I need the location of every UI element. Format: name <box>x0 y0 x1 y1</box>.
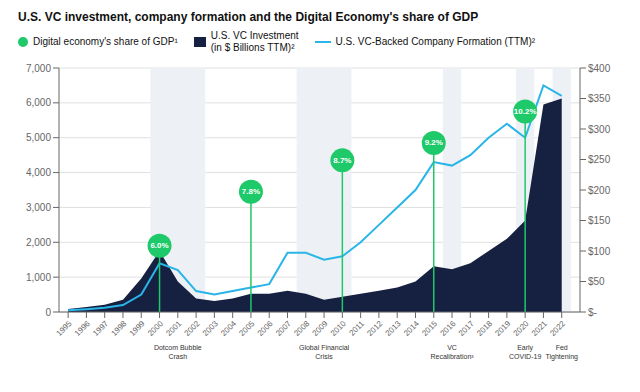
svg-text:7,000: 7,000 <box>26 63 51 74</box>
html-text:U.S. VC investment, company fo: U.S. VC investment, company formation an… <box>18 10 479 24</box>
svg-text:2019: 2019 <box>493 319 512 338</box>
svg-text:2021: 2021 <box>530 319 549 338</box>
svg-text:2017: 2017 <box>457 319 476 338</box>
svg-text:1996: 1996 <box>73 319 92 338</box>
svg-text:2014: 2014 <box>402 319 421 338</box>
html-text:U.S. VC Investment: U.S. VC Investment <box>210 30 299 41</box>
svg-text:2020: 2020 <box>512 319 531 338</box>
svg-text:2010: 2010 <box>329 319 348 338</box>
svg-text:9.2%: 9.2% <box>425 138 443 147</box>
svg-text:2,000: 2,000 <box>26 237 51 248</box>
svg-text:2016: 2016 <box>439 319 458 338</box>
svg-text:3,000: 3,000 <box>26 202 51 213</box>
svg-text:2008: 2008 <box>292 319 311 338</box>
svg-text:2006: 2006 <box>256 319 275 338</box>
svg-text:2007: 2007 <box>274 319 293 338</box>
svg-text:$350: $350 <box>588 93 611 104</box>
svg-text:0: 0 <box>45 307 51 318</box>
svg-text:1,000: 1,000 <box>26 272 51 283</box>
svg-text:$400: $400 <box>588 63 611 74</box>
svg-text:$200: $200 <box>588 185 611 196</box>
svg-text:2015: 2015 <box>420 319 439 338</box>
svg-text:2000: 2000 <box>146 319 165 338</box>
svg-text:2012: 2012 <box>365 319 384 338</box>
svg-text:FedTightening: FedTightening <box>546 344 579 361</box>
svg-text:2003: 2003 <box>201 319 220 338</box>
svg-text:2009: 2009 <box>311 319 330 338</box>
svg-text:4,000: 4,000 <box>26 167 51 178</box>
svg-text:2013: 2013 <box>384 319 403 338</box>
svg-text:2011: 2011 <box>348 319 367 338</box>
svg-text:1995: 1995 <box>55 319 74 338</box>
svg-text:$100: $100 <box>588 246 611 257</box>
svg-text:2002: 2002 <box>183 319 202 338</box>
svg-text:8.7%: 8.7% <box>333 156 351 165</box>
html-text:U.S. VC-Backed Company Formati: U.S. VC-Backed Company Formation (TTM)² <box>335 36 536 47</box>
svg-text:10.2%: 10.2% <box>514 107 537 116</box>
svg-text:1998: 1998 <box>109 319 128 338</box>
svg-text:2001: 2001 <box>164 319 183 338</box>
html-text:Digital economy's share of GDP: Digital economy's share of GDP¹ <box>33 36 178 47</box>
svg-text:$250: $250 <box>588 154 611 165</box>
svg-text:$-: $- <box>588 307 597 318</box>
svg-text:2022: 2022 <box>548 319 567 338</box>
svg-text:$50: $50 <box>588 276 605 287</box>
svg-text:6,000: 6,000 <box>26 97 51 108</box>
svg-text:2005: 2005 <box>237 319 256 338</box>
svg-text:$300: $300 <box>588 124 611 135</box>
svg-text:6.0%: 6.0% <box>150 241 168 250</box>
svg-text:2018: 2018 <box>475 319 494 338</box>
svg-text:$150: $150 <box>588 215 611 226</box>
svg-text:Dotcom BubbleCrash: Dotcom BubbleCrash <box>154 344 202 360</box>
svg-text:1999: 1999 <box>128 319 147 338</box>
svg-text:EarlyCOVID-19: EarlyCOVID-19 <box>509 344 541 360</box>
html-text:(in $ Billions TTM)²: (in $ Billions TTM)² <box>210 42 295 53</box>
svg-text:5,000: 5,000 <box>26 132 51 143</box>
svg-text:7.8%: 7.8% <box>242 187 260 196</box>
svg-text:Global FinancialCrisis: Global FinancialCrisis <box>299 344 350 360</box>
svg-text:1997: 1997 <box>91 319 110 338</box>
svg-text:VCRecalibration³: VCRecalibration³ <box>430 344 474 360</box>
svg-text:2004: 2004 <box>219 319 238 338</box>
